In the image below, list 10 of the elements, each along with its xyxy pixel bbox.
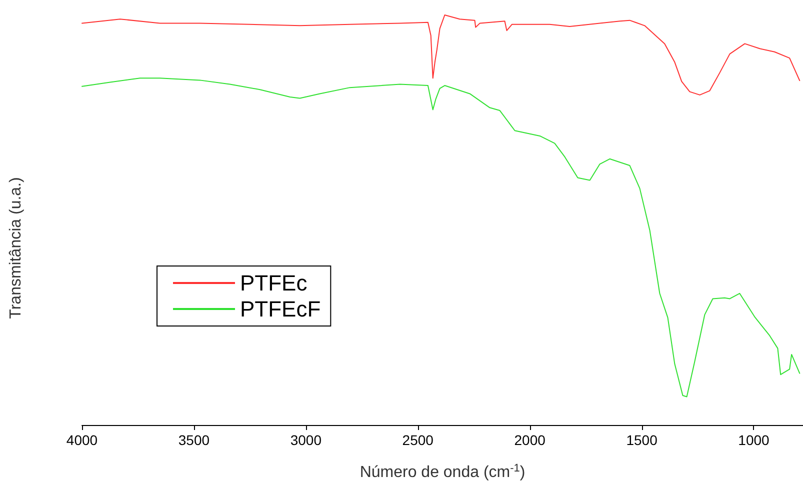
legend-label: PTFEcF <box>240 296 321 322</box>
x-tick-label: 3000 <box>290 432 322 448</box>
y-axis-title: Transmitância (u.a.) <box>8 177 24 319</box>
x-tick-label: 1000 <box>738 432 770 448</box>
x-tick-label: 2000 <box>514 432 546 448</box>
x-tick-label: 3500 <box>178 432 210 448</box>
legend-label: PTFEc <box>240 270 308 296</box>
x-tick-label: 2500 <box>402 432 434 448</box>
x-tick-label: 4000 <box>66 432 98 448</box>
x-tick-label: 1500 <box>626 432 658 448</box>
